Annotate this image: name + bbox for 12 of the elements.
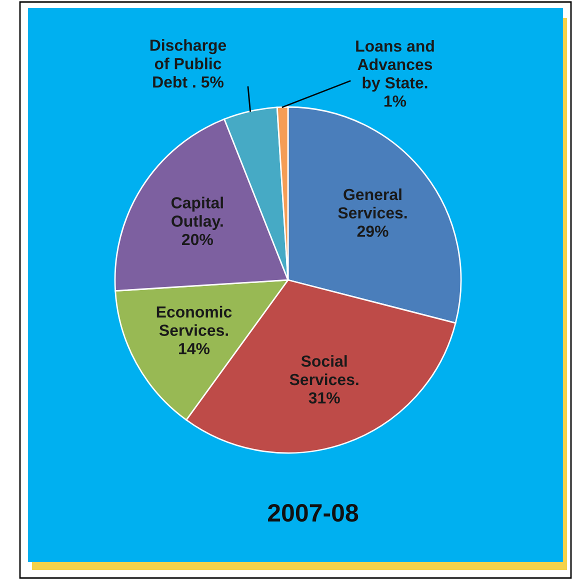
data-label: 1%	[384, 96, 406, 107]
slice-label: General Services.	[338, 188, 407, 219]
slice-label: Discharge of Public Debt . 5%	[150, 39, 226, 88]
slice-label: Social Services.	[290, 355, 358, 386]
slice-label: Capital Outlay.	[171, 196, 223, 230]
data-label: 31%	[308, 392, 340, 404]
data-label: 29%	[357, 226, 388, 237]
data-label: 20%	[182, 234, 213, 246]
data-label: 14%	[179, 343, 210, 354]
text: 2007-08	[268, 504, 358, 522]
slice-label: Economic Services.	[156, 306, 232, 336]
slice-label: Loans and Advances by State.	[356, 40, 434, 92]
